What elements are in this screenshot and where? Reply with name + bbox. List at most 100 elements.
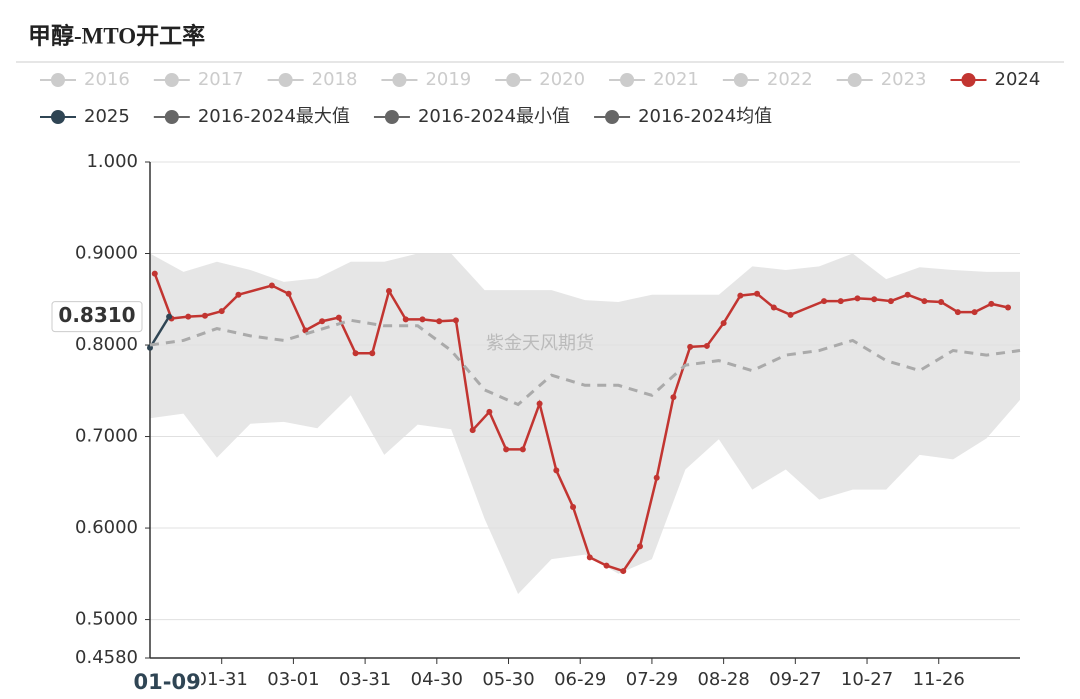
point — [570, 504, 577, 511]
point — [653, 474, 660, 481]
point — [938, 299, 945, 306]
point — [536, 400, 543, 407]
point — [954, 309, 961, 316]
y-tick-label: 0.6000 — [75, 517, 138, 538]
point — [703, 342, 710, 349]
legend-label: 2021 — [653, 69, 699, 90]
point — [603, 562, 610, 569]
legend-dot — [961, 73, 976, 87]
legend-item[interactable]: 2024 — [950, 69, 1041, 90]
series-line — [148, 316, 171, 349]
legend-item[interactable]: 2018 — [267, 69, 358, 90]
point — [419, 316, 426, 323]
point — [486, 408, 493, 415]
legend-label: 2020 — [539, 69, 585, 90]
legend-item[interactable]: 2016 — [40, 69, 130, 90]
legend-item[interactable]: 2016-2024最大值 — [153, 106, 350, 127]
point — [469, 427, 476, 434]
legend-item[interactable]: 2017 — [153, 69, 244, 90]
x-tick-label: 07-29 — [626, 669, 678, 690]
point — [268, 282, 275, 289]
point — [837, 298, 844, 305]
x-tick-label: 03-31 — [339, 669, 391, 690]
point — [402, 316, 409, 323]
point — [235, 291, 242, 298]
pointer-x-label: 01-09 — [134, 670, 201, 694]
point — [821, 298, 828, 305]
point — [335, 314, 342, 321]
legend-label: 2016-2024均值 — [638, 106, 772, 127]
y-tick-label: 0.7000 — [75, 426, 138, 447]
legend-dot — [506, 73, 521, 87]
x-tick-label: 04-30 — [411, 669, 463, 690]
legend-dot — [605, 110, 620, 124]
point — [1005, 304, 1012, 311]
point — [586, 554, 593, 561]
legend-dot — [733, 73, 748, 87]
point — [636, 543, 643, 550]
point — [151, 270, 158, 277]
point — [285, 290, 292, 297]
point — [770, 304, 777, 311]
point — [988, 300, 995, 307]
point — [519, 446, 526, 453]
x-tick-label: 05-30 — [482, 669, 534, 690]
legend-item[interactable]: 2022 — [722, 69, 813, 90]
point — [503, 446, 510, 453]
point — [904, 291, 911, 298]
point — [452, 317, 459, 324]
legend-label: 2018 — [312, 69, 358, 90]
point — [670, 394, 677, 401]
x-tick-label: 08-28 — [697, 669, 749, 690]
legend-item[interactable]: 2016-2024均值 — [594, 106, 772, 127]
point — [436, 318, 443, 325]
x-tick-label: 03-01 — [267, 669, 319, 690]
point — [971, 309, 978, 316]
point — [319, 318, 326, 325]
point — [369, 350, 376, 357]
band-min — [150, 395, 1020, 658]
legend-label: 2016-2024最小值 — [418, 106, 570, 127]
legend-label: 2023 — [881, 69, 927, 90]
legend-label: 2016 — [84, 69, 130, 90]
legend-item[interactable]: 2016-2024最小值 — [373, 106, 570, 127]
point — [386, 288, 393, 295]
point — [787, 311, 794, 318]
point — [302, 327, 309, 334]
y-tick-label: 0.8000 — [75, 334, 138, 355]
y-tick-label: 0.4580 — [75, 647, 138, 668]
legend-item[interactable]: 2020 — [495, 69, 585, 90]
legend-item[interactable]: 2023 — [836, 69, 927, 90]
point — [185, 313, 192, 320]
point — [352, 350, 359, 357]
x-tick-label: 06-29 — [554, 669, 606, 690]
x-tick-label: 10-27 — [841, 669, 893, 690]
watermark: 紫金天风期货 — [486, 333, 594, 354]
point — [854, 295, 861, 302]
legend-label: 2024 — [995, 69, 1041, 90]
legend-dot — [392, 73, 407, 87]
point — [201, 312, 208, 319]
legend-dot — [278, 73, 293, 87]
x-tick-label: 11-26 — [913, 669, 965, 690]
point — [737, 292, 744, 299]
legend-item[interactable]: 2025 — [40, 106, 130, 127]
legend-label: 2016-2024最大值 — [198, 106, 350, 127]
y-tick-label: 0.9000 — [75, 243, 138, 264]
point — [687, 343, 694, 350]
legend-dot — [51, 110, 65, 124]
legend-dot — [847, 73, 862, 87]
legend-item[interactable]: 2021 — [609, 69, 699, 90]
legend-item[interactable]: 2019 — [381, 69, 471, 90]
point — [720, 320, 727, 327]
x-tick-label: 09-27 — [769, 669, 821, 690]
point — [887, 298, 894, 305]
pointer-x-box — [129, 666, 202, 696]
point — [218, 308, 225, 315]
mean-line — [149, 318, 1021, 407]
pointer-label: 0.8310 — [58, 303, 135, 327]
legend-dot — [51, 73, 65, 87]
y-tick-label: 0.5000 — [75, 609, 138, 630]
point — [871, 296, 878, 303]
